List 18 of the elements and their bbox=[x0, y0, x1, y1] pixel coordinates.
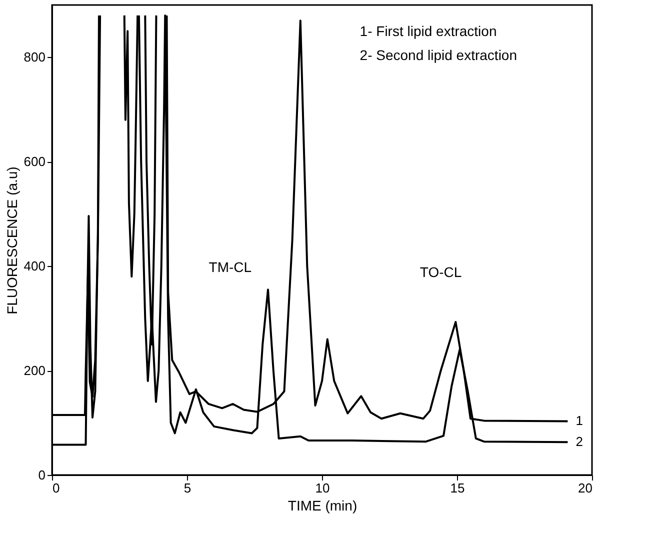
y-tick-label: 800 bbox=[24, 50, 46, 65]
y-tick-label: 0 bbox=[38, 468, 46, 482]
annotation: TM-CL bbox=[208, 259, 252, 276]
x-tick-label: 5 bbox=[184, 480, 192, 496]
y-tick-label: 600 bbox=[24, 154, 46, 170]
y-tick-label: 400 bbox=[24, 258, 46, 274]
annotation: 1- First lipid extraction bbox=[360, 23, 497, 39]
x-tick-label: 10 bbox=[315, 480, 330, 496]
series-label: 2 bbox=[576, 434, 583, 450]
annotation: TO-CL bbox=[420, 264, 462, 280]
x-tick-label: 20 bbox=[578, 480, 592, 496]
x-tick-label: 15 bbox=[450, 480, 465, 496]
x-axis-title: TIME (min) bbox=[288, 498, 358, 514]
x-tick-label: 0 bbox=[52, 480, 60, 496]
annotation: 2- Second lipid extraction bbox=[360, 47, 518, 63]
y-tick-label: 200 bbox=[24, 363, 46, 378]
y-axis-title: FLUORESCENCE (a.u) bbox=[4, 166, 20, 314]
series-label: 1 bbox=[576, 413, 583, 428]
